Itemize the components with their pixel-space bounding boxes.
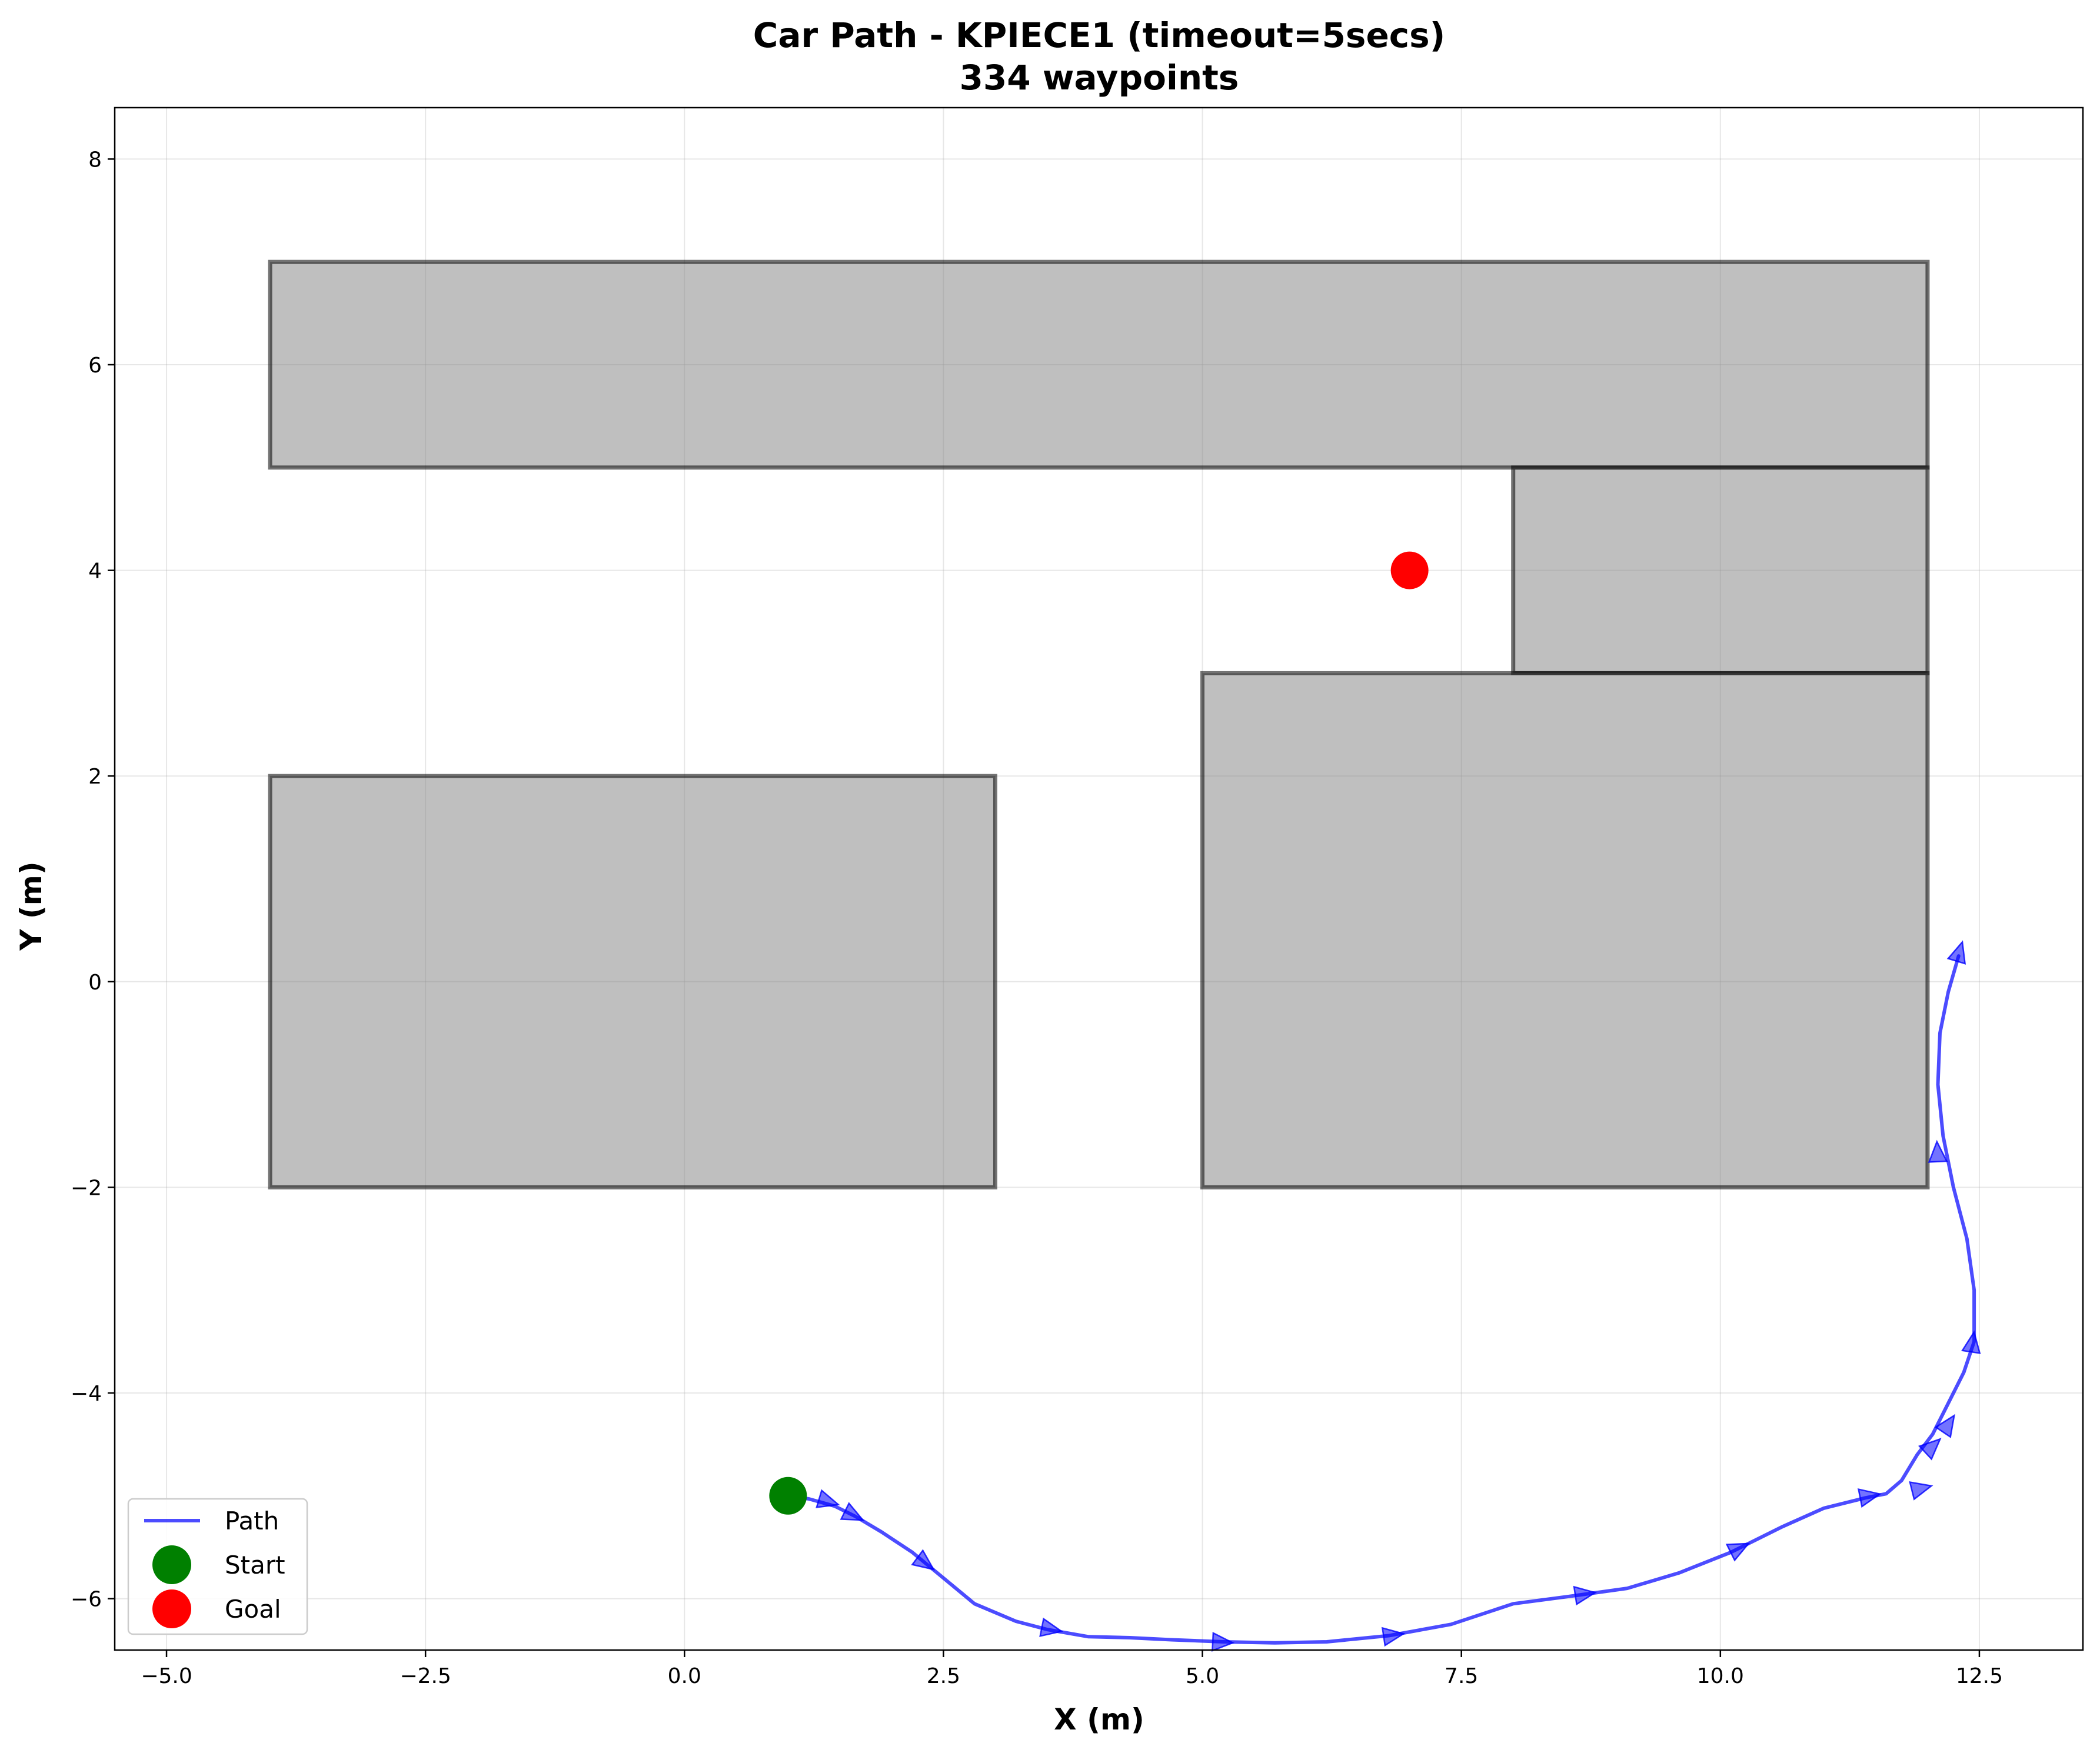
- path-arrow: [1918, 1438, 1942, 1461]
- y-axis-ticks: −6 −4 −2 0 2 4 6 8: [71, 148, 115, 1612]
- x-tick-label: 7.5: [1445, 1664, 1478, 1688]
- legend-goal-swatch: [152, 1589, 191, 1628]
- legend-goal-label: Goal: [225, 1595, 281, 1624]
- y-tick-label: −4: [71, 1382, 102, 1406]
- y-tick-label: −2: [71, 1176, 102, 1200]
- path-arrow: [816, 1489, 840, 1508]
- obstacle-rect: [268, 259, 1930, 470]
- path-arrow: [1909, 1481, 1933, 1501]
- obstacle-rect: [1511, 465, 1930, 675]
- x-tick-label: −2.5: [400, 1664, 451, 1688]
- y-axis-label: Y (m): [14, 861, 48, 951]
- legend-path-label: Path: [225, 1507, 279, 1535]
- goal-marker: [1390, 551, 1429, 589]
- path-line: [786, 954, 1976, 1645]
- start-marker: [769, 1477, 807, 1515]
- y-tick-label: 2: [88, 765, 102, 789]
- x-axis-label: X (m): [1054, 1702, 1144, 1737]
- legend-start-label: Start: [225, 1551, 285, 1579]
- path-arrow: [1725, 1542, 1750, 1562]
- path-arrow: [911, 1549, 936, 1571]
- y-tick-label: 0: [88, 971, 102, 995]
- obstacle-rect: [268, 774, 997, 1189]
- chart-subtitle: 334 waypoints: [960, 58, 1239, 98]
- y-tick-label: −6: [71, 1588, 102, 1612]
- path-arrow: [1934, 1414, 1956, 1438]
- x-axis-ticks: −5.0 −2.5 0.0 2.5 5.0 7.5 10.0 12.5: [141, 1650, 2003, 1688]
- y-tick-label: 6: [88, 354, 102, 378]
- path-arrow: [1573, 1585, 1598, 1606]
- path-arrow: [1857, 1488, 1882, 1508]
- x-tick-label: 2.5: [927, 1664, 960, 1688]
- obstacles: [268, 259, 1930, 1189]
- path-arrow: [1946, 940, 1966, 965]
- path-arrow: [1381, 1627, 1406, 1647]
- path-arrow: [1928, 1139, 1948, 1163]
- path-arrow: [1212, 1632, 1235, 1652]
- x-tick-label: 0.0: [668, 1664, 701, 1688]
- plot-frame: [114, 106, 2084, 1651]
- path-series: [786, 940, 1981, 1652]
- legend: Path Start Goal: [127, 1498, 308, 1635]
- path-arrow: [840, 1502, 865, 1521]
- chart-title: Car Path - KPIECE1 (timeout=5secs): [753, 15, 1445, 55]
- x-tick-label: 12.5: [1956, 1664, 2003, 1688]
- path-arrow: [1039, 1617, 1064, 1637]
- y-tick-label: 8: [88, 148, 102, 172]
- path-arrow: [1961, 1330, 1981, 1354]
- legend-start-swatch: [152, 1545, 191, 1584]
- markers: [769, 551, 1429, 1515]
- x-tick-label: 5.0: [1186, 1664, 1219, 1688]
- x-tick-label: 10.0: [1697, 1664, 1744, 1688]
- obstacle-rect: [1200, 671, 1930, 1189]
- x-tick-label: −5.0: [141, 1664, 192, 1688]
- y-tick-label: 4: [88, 559, 102, 584]
